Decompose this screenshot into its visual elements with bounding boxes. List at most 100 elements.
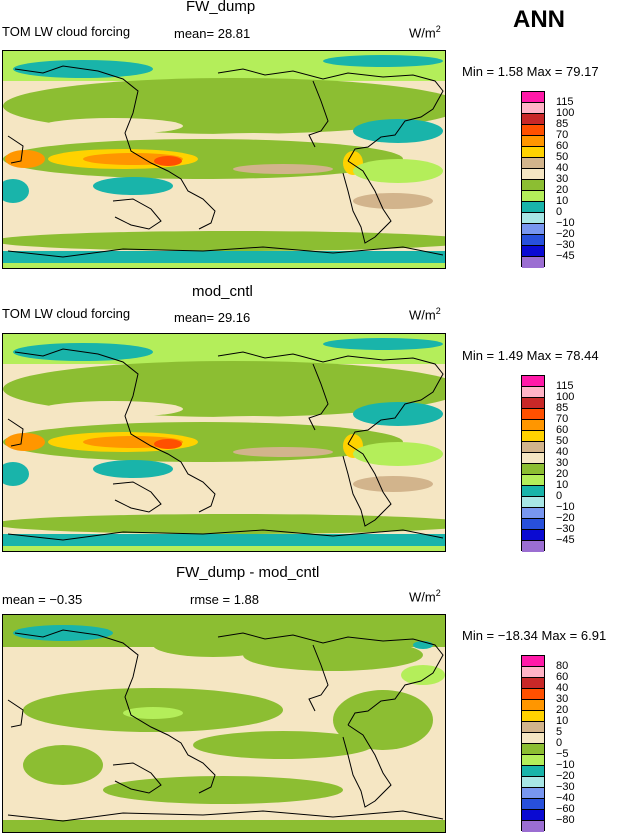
colorbar-swatch bbox=[522, 519, 544, 530]
colorbar-tick-label: 70 bbox=[556, 412, 569, 425]
colorbar-swatch bbox=[522, 202, 544, 213]
colorbar-swatch bbox=[522, 453, 544, 464]
colorbar-swatch bbox=[522, 136, 544, 147]
colorbar-tick-label: 50 bbox=[556, 434, 569, 447]
colorbar-swatch bbox=[522, 125, 544, 136]
colorbar-swatch bbox=[522, 114, 544, 125]
mean-value: mean = −0.35 bbox=[2, 592, 83, 607]
colorbar-tick-label: −5 bbox=[556, 747, 569, 760]
colorbar-swatch bbox=[522, 191, 544, 202]
colorbar-swatch bbox=[522, 431, 544, 442]
min-max-label: Min = 1.58 Max = 79.17 bbox=[462, 64, 599, 79]
colorbar-tick-label: 10 bbox=[556, 478, 569, 491]
colorbar-swatch bbox=[522, 667, 544, 678]
colorbar-swatch bbox=[522, 810, 544, 821]
colorbar-tick-label: 60 bbox=[556, 139, 569, 152]
colorbar-swatch bbox=[522, 733, 544, 744]
min-max-label: Min = −18.34 Max = 6.91 bbox=[462, 628, 607, 643]
colorbar-swatch bbox=[522, 464, 544, 475]
colorbar-tick-label: 40 bbox=[556, 161, 569, 174]
colorbar-tick-label: −20 bbox=[556, 511, 575, 524]
colorbar-tick-label: 40 bbox=[556, 445, 569, 458]
colorbar-swatch bbox=[522, 376, 544, 387]
colorbar-tick-label: 10 bbox=[556, 194, 569, 207]
colorbar-tick-label: 20 bbox=[556, 183, 569, 196]
colorbar-swatch bbox=[522, 530, 544, 541]
colorbar-swatch bbox=[522, 689, 544, 700]
panel-title: mod_cntl bbox=[192, 283, 253, 300]
colorbar-tick-label: 70 bbox=[556, 128, 569, 141]
panel-title: FW_dump bbox=[186, 0, 256, 15]
map-panel-mod-cntl bbox=[2, 333, 446, 552]
colorbar-tick-label: −30 bbox=[556, 780, 575, 793]
colorbar-tick-label: 0 bbox=[556, 205, 563, 218]
colorbar-swatch bbox=[522, 777, 544, 788]
colorbar-swatch bbox=[522, 92, 544, 103]
colorbar-swatch bbox=[522, 497, 544, 508]
season-label: ANN bbox=[513, 6, 565, 33]
colorbar-swatch bbox=[522, 158, 544, 169]
colorbar-swatch bbox=[522, 147, 544, 158]
colorbar-swatch bbox=[522, 722, 544, 733]
colorbar-swatch bbox=[522, 744, 544, 755]
colorbar-tick-label: 30 bbox=[556, 692, 569, 705]
colorbar-tick-label: 20 bbox=[556, 703, 569, 716]
colorbar-tick-label: −45 bbox=[556, 533, 575, 546]
colorbar-tick-label: 30 bbox=[556, 172, 569, 185]
colorbar-tick-label: 30 bbox=[556, 456, 569, 469]
map-panel-fw-dump bbox=[2, 50, 446, 269]
min-max-label: Min = 1.49 Max = 78.44 bbox=[462, 348, 599, 363]
colorbar-swatch bbox=[522, 656, 544, 667]
colorbar-swatch bbox=[522, 700, 544, 711]
colorbar-tick-label: 115 bbox=[556, 95, 574, 108]
colorbar-tick-label: 20 bbox=[556, 467, 569, 480]
colorbar-swatch bbox=[522, 541, 544, 552]
colorbar-swatch bbox=[522, 169, 544, 180]
colorbar-swatch bbox=[522, 420, 544, 431]
mean-value: mean= 28.81 bbox=[174, 26, 251, 41]
colorbar-swatch bbox=[522, 678, 544, 689]
colorbar-tick-label: −30 bbox=[556, 238, 575, 251]
mean-value: mean= 29.16 bbox=[174, 310, 251, 325]
colorbar-swatch bbox=[522, 103, 544, 114]
colorbar-tick-label: −45 bbox=[556, 249, 575, 262]
colorbar-swatch bbox=[522, 235, 544, 246]
colorbar-swatch bbox=[522, 788, 544, 799]
colorbar-swatch bbox=[522, 475, 544, 486]
colorbar-tick-label: 85 bbox=[556, 401, 569, 414]
colorbar-tick-label: 100 bbox=[556, 390, 575, 403]
colorbar-swatch bbox=[522, 755, 544, 766]
colorbar-tick-label: −10 bbox=[556, 758, 575, 771]
colorbar-tick-label: −20 bbox=[556, 227, 575, 240]
colorbar-tick-label: −40 bbox=[556, 791, 575, 804]
colorbar-tick-label: 50 bbox=[556, 150, 569, 163]
colorbar-tick-label: 0 bbox=[556, 489, 563, 502]
colorbar-swatch bbox=[522, 180, 544, 191]
colorbar-tick-label: 60 bbox=[556, 670, 569, 683]
units-label: W/m2 bbox=[409, 588, 441, 605]
colorbar-tick-label: 40 bbox=[556, 681, 569, 694]
colorbar-swatch bbox=[522, 821, 544, 832]
colorbar-tick-label: −30 bbox=[556, 522, 575, 535]
colorbar-tick-label: 0 bbox=[556, 736, 563, 749]
colorbar-swatch bbox=[522, 711, 544, 722]
colorbar-tick-label: 115 bbox=[556, 379, 574, 392]
rmse-value: rmse = 1.88 bbox=[190, 592, 260, 607]
colorbar-tick-label: −60 bbox=[556, 802, 575, 815]
colorbar-swatch bbox=[522, 257, 544, 268]
colorbar-swatch bbox=[522, 398, 544, 409]
colorbar-tick-label: 5 bbox=[556, 725, 563, 738]
colorbar-tick-label: 80 bbox=[556, 659, 569, 672]
colorbar-tick-label: 10 bbox=[556, 714, 569, 727]
colorbar-swatch bbox=[522, 442, 544, 453]
colorbar-swatch bbox=[522, 224, 544, 235]
colorbar-tick-label: 60 bbox=[556, 423, 569, 436]
colorbar-swatch bbox=[522, 246, 544, 257]
colorbar-swatch bbox=[522, 508, 544, 519]
colorbar-swatch bbox=[522, 486, 544, 497]
colorbar-tick-label: −10 bbox=[556, 500, 575, 513]
colorbar-swatch bbox=[522, 409, 544, 420]
colorbar-tick-label: 100 bbox=[556, 106, 575, 119]
colorbar bbox=[521, 375, 545, 552]
map-panel-difference bbox=[2, 614, 446, 833]
